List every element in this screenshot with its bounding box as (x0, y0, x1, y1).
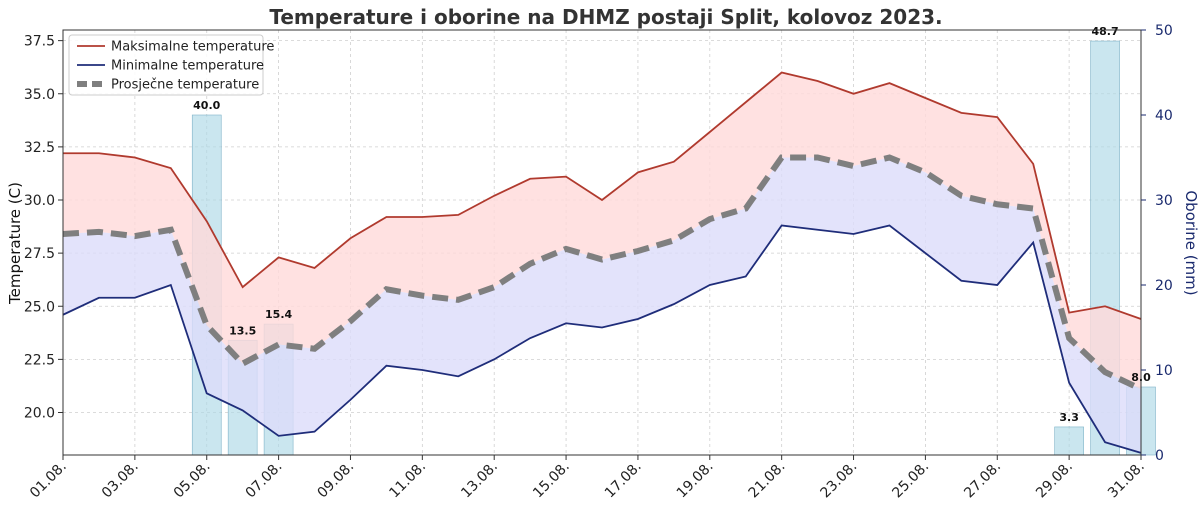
y-tick-label: 25.0 (24, 299, 55, 315)
band-avg-min (63, 157, 1141, 453)
x-tick-label: 15.08. (530, 459, 573, 502)
y2-tick-label: 0 (1155, 448, 1164, 464)
band-max-avg (63, 72, 1141, 390)
legend-label: Prosječne temperature (111, 78, 259, 93)
chart-title: Temperature i oborine na DHMZ postaji Sp… (269, 5, 942, 29)
y-tick-label: 22.5 (24, 352, 55, 368)
precipitation-bar-label: 3.3 (1059, 411, 1079, 424)
legend-label: Minimalne temperature (111, 59, 264, 74)
y-tick-label: 32.5 (24, 140, 55, 156)
x-tick-label: 27.08. (961, 459, 1004, 502)
y2-axis-title: Oborine (mm) (1182, 190, 1200, 295)
x-tick-label: 25.08. (889, 459, 932, 502)
y2-tick-label: 20 (1155, 278, 1173, 294)
x-tick-label: 31.08. (1105, 459, 1148, 502)
x-tick-label: 11.08. (386, 459, 429, 502)
x-tick-label: 05.08. (171, 459, 214, 502)
y-tick-label: 35.0 (24, 87, 55, 103)
x-tick-label: 07.08. (243, 459, 286, 502)
x-tick-label: 29.08. (1033, 459, 1076, 502)
y-axis-title: Temperature (C) (6, 182, 24, 305)
series-line-avg (62, 154, 1143, 392)
x-tick-label: 09.08. (314, 459, 357, 502)
temperature-bands (63, 72, 1141, 453)
y-tick-label: 20.0 (24, 406, 55, 422)
plot-frame (62, 29, 1142, 456)
precipitation-bar-label: 15.4 (265, 308, 292, 321)
y-tick-label: 37.5 (24, 34, 55, 50)
x-tick-label: 19.08. (674, 459, 717, 502)
precipitation-bar-label: 48.7 (1091, 25, 1118, 38)
x-tick-label: 21.08. (746, 459, 789, 502)
y2-tick-label: 30 (1155, 193, 1173, 209)
y2-tick-label: 10 (1155, 363, 1173, 379)
x-tick-label: 17.08. (602, 459, 645, 502)
y-tick-label: 30.0 (24, 193, 55, 209)
temperature-lines (62, 71, 1143, 454)
precipitation-bar-label: 13.5 (229, 324, 256, 337)
series-line-min (62, 224, 1142, 454)
x-tick-label: 03.08. (99, 459, 142, 502)
legend-label: Maksimalne temperature (111, 40, 274, 55)
y2-tick-label: 40 (1155, 108, 1173, 124)
y2-tick-label: 50 (1155, 23, 1173, 39)
x-tick-label: 23.08. (818, 459, 861, 502)
legend-box (68, 34, 264, 96)
precipitation-bar-label: 40.0 (193, 99, 220, 112)
x-tick-label: 13.08. (458, 459, 501, 502)
series-line-max (63, 71, 1142, 320)
x-tick-label: 01.08. (27, 459, 70, 502)
legend: Maksimalne temperature Minimalne temperat… (68, 34, 274, 96)
precipitation-bar (1054, 426, 1084, 456)
y-tick-label: 27.5 (24, 246, 55, 262)
